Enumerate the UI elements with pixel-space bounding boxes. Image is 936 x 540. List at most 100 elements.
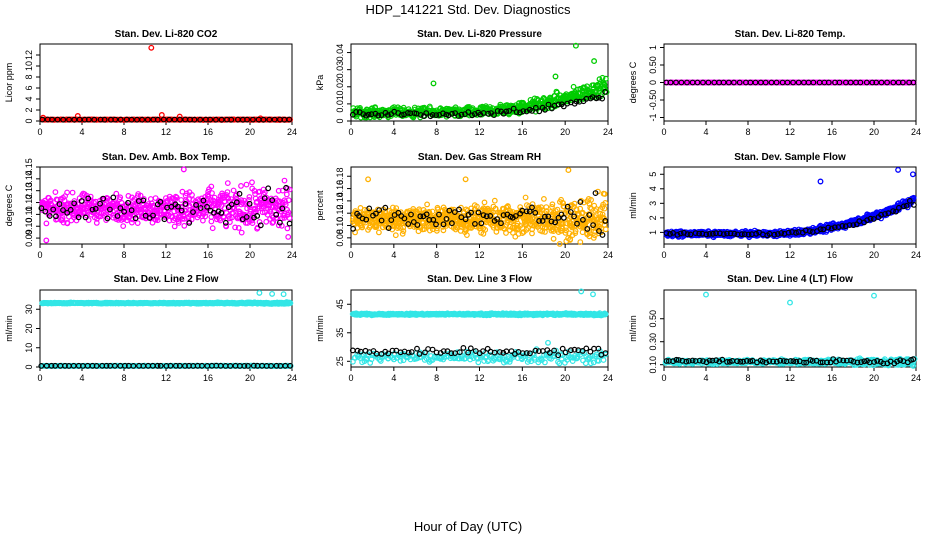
x-tick-label: 16 [517, 250, 527, 260]
data-point-outlier [909, 171, 916, 178]
data-point [212, 116, 219, 123]
y-tick-label: 0.04 [335, 44, 345, 62]
data-point [550, 235, 557, 242]
y-tick-label: 10 [24, 61, 34, 71]
y-tick-label: 45 [335, 299, 345, 309]
data-point [418, 112, 424, 118]
data-point [532, 104, 539, 111]
data-point [208, 183, 215, 190]
y-tick-label: 8 [24, 74, 34, 79]
x-tick-label: 12 [474, 373, 484, 383]
x-tick-label: 0 [661, 127, 666, 137]
x-tick-label: 12 [161, 127, 171, 137]
data-point [536, 108, 543, 115]
x-tick-label: 8 [121, 127, 126, 137]
x-tick-label: 24 [287, 373, 297, 383]
data-point [71, 116, 78, 123]
data-point [144, 116, 151, 123]
data-point [731, 79, 737, 86]
panel-title: Stan. Dev. Line 3 Flow [427, 274, 532, 285]
data-point [112, 116, 119, 123]
data-point [139, 116, 146, 123]
data-point [602, 226, 609, 233]
y-tick-label: 5 [648, 172, 658, 177]
data-point-outlier [148, 44, 155, 51]
x-tick-label: 24 [603, 250, 613, 260]
x-tick-label: 24 [911, 127, 921, 137]
x-tick-label: 0 [37, 127, 42, 137]
data-point [120, 223, 127, 230]
data-point-outlier [43, 237, 50, 244]
data-point [191, 116, 198, 123]
data-point [175, 219, 182, 226]
data-point [54, 116, 61, 123]
data-point [176, 116, 183, 123]
data-point [85, 116, 92, 123]
data-point [510, 105, 517, 112]
x-tick-label: 4 [79, 127, 84, 137]
data-point [91, 116, 98, 123]
data-point [118, 199, 125, 206]
y-tick-label: 0.03 [335, 61, 345, 79]
data-point [773, 79, 780, 86]
data-point [458, 111, 465, 118]
points-layer [349, 288, 609, 367]
panel-title: Stan. Dev. Amb. Box Temp. [102, 152, 230, 163]
y-tick-label: 10 [24, 343, 34, 353]
panel-title: Stan. Dev. Sample Flow [734, 152, 846, 163]
data-point [271, 116, 278, 123]
x-tick-label: 4 [79, 373, 84, 383]
data-point [532, 108, 539, 115]
data-point [224, 189, 231, 196]
data-point [455, 113, 462, 119]
data-point [385, 112, 391, 118]
panel-4: Stan. Dev. Amb. Box Temp.degrees C0 4 8 12 1… [4, 152, 297, 260]
y-tick-label: 0.10 [24, 217, 34, 235]
data-point [137, 192, 144, 199]
x-tick-label: 16 [203, 127, 213, 137]
x-tick-label: 24 [603, 373, 613, 383]
data-point [705, 79, 712, 86]
x-tick-label: 16 [203, 373, 213, 383]
data-point [494, 108, 501, 114]
data-point-outlier [552, 73, 559, 80]
y-tick-label: 2 [648, 215, 658, 220]
data-point [678, 79, 685, 86]
data-point [603, 75, 609, 82]
data-point [567, 97, 574, 103]
data-point [517, 109, 523, 116]
data-point [281, 177, 288, 184]
data-point [368, 111, 375, 118]
data-point [506, 108, 513, 114]
data-point [700, 79, 706, 86]
x-tick-label: 12 [474, 250, 484, 260]
data-point [593, 95, 600, 102]
x-tick-label: 8 [121, 373, 126, 383]
y-axis-label: ml/min [315, 315, 325, 342]
x-tick-label: 20 [245, 373, 255, 383]
data-point-outlier [280, 291, 287, 298]
x-tick-label: 4 [79, 250, 84, 260]
x-tick-label: 20 [869, 250, 879, 260]
x-tick-label: 20 [560, 127, 570, 137]
data-point [69, 189, 76, 196]
data-point [128, 116, 135, 123]
data-point [596, 76, 603, 83]
data-point [884, 79, 890, 86]
data-point [260, 116, 267, 123]
y-axis-label: percent [315, 190, 325, 221]
data-point-outlier [462, 176, 469, 183]
data-point [667, 79, 674, 86]
data-point [694, 79, 701, 86]
data-point [265, 185, 272, 192]
data-point [471, 111, 478, 117]
data-point-outlier [269, 290, 276, 297]
y-tick-label: 20 [24, 323, 34, 333]
data-point-outlier [817, 178, 824, 185]
data-point [154, 116, 161, 123]
data-point [171, 223, 178, 230]
y-tick-label: 4 [24, 96, 34, 101]
data-point [752, 79, 759, 86]
data-point [353, 109, 360, 115]
